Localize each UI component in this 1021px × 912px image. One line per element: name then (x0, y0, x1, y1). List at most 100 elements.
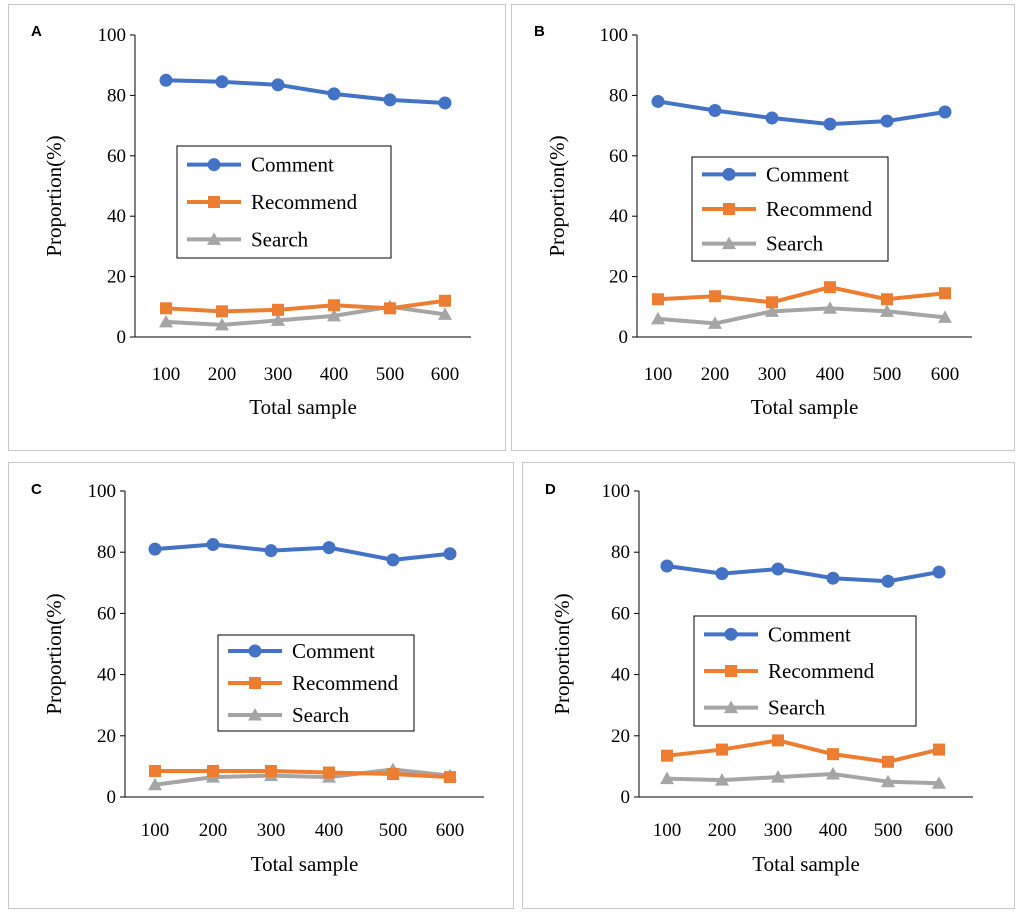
comment-point (938, 105, 952, 119)
y-tick-label: 0 (621, 787, 631, 808)
recommend-point (265, 764, 277, 777)
x-tick-label: 500 (376, 364, 405, 385)
y-tick-label: 20 (611, 726, 630, 747)
recommend-point (939, 287, 951, 300)
comment-point (271, 78, 285, 92)
series-search (651, 301, 952, 329)
y-tick-label: 100 (98, 25, 127, 46)
legend: Comment Recommend Search (217, 634, 415, 732)
legend-label: Comment (292, 639, 375, 663)
y-tick-label: 80 (611, 542, 630, 563)
x-tick-label: 100 (152, 364, 181, 385)
legend-label: Recommend (251, 190, 358, 214)
x-tick-label: 500 (874, 820, 903, 841)
comment-point (248, 644, 262, 658)
series-search (660, 767, 946, 789)
search-point (771, 770, 785, 783)
x-tick-label: 400 (819, 820, 848, 841)
search-point (159, 314, 173, 328)
x-tick-label: 100 (653, 820, 682, 841)
recommend-point (216, 305, 228, 318)
recommend-point (709, 290, 721, 303)
y-tick-label: 40 (97, 665, 116, 686)
x-tick-label: 400 (816, 364, 845, 385)
comment-point (327, 87, 341, 101)
recommend-point (772, 734, 784, 747)
comment-point (708, 104, 722, 117)
search-point (651, 311, 665, 325)
search-point (207, 232, 221, 245)
comment-point (722, 167, 736, 181)
legend-label: Comment (768, 622, 851, 646)
legend-label: Comment (766, 162, 849, 186)
legend-label: Recommend (768, 659, 875, 683)
recommend-line (165, 298, 446, 314)
recommend-point (160, 302, 172, 315)
recommend-point (439, 294, 451, 307)
x-tick-label: 600 (931, 364, 960, 385)
comment-point (215, 75, 229, 89)
search-point (715, 773, 729, 786)
search-point (880, 304, 894, 317)
x-tick-label: 300 (764, 820, 793, 841)
panel-b: B 0 20 40 60 80 100 100 200 300 400 500 600 Total sa… (511, 4, 1015, 451)
comment-point (881, 574, 895, 588)
y-tick-label: 40 (609, 206, 628, 227)
recommend-point (149, 764, 161, 777)
comment-point (386, 553, 400, 567)
comment-point (159, 73, 173, 87)
y-tick-label: 40 (611, 665, 630, 686)
panel-label: A (31, 23, 42, 40)
search-point (248, 708, 262, 721)
panel-d: D 0 20 40 60 80 100 100 200 300 400 500 600 Total sa… (522, 462, 1015, 909)
recommend-point (272, 303, 284, 316)
panel-label: B (534, 23, 545, 40)
y-tick-label: 0 (117, 327, 127, 348)
legend-label: Recommend (766, 197, 873, 221)
y-tick-label: 80 (609, 85, 628, 106)
x-axis-title: Total sample (249, 395, 357, 419)
comment-point (651, 94, 665, 108)
x-tick-label: 600 (436, 820, 465, 841)
x-tick-label: 500 (873, 364, 902, 385)
chart-d: 0 20 40 60 80 100 100 200 300 400 500 600 Total samp… (550, 481, 973, 876)
y-tick-label: 100 (88, 481, 117, 502)
x-tick-label: 400 (320, 364, 349, 385)
recommend-point (444, 771, 456, 784)
comment-point (438, 96, 452, 110)
search-point (271, 313, 285, 326)
y-tick-label: 20 (97, 726, 116, 747)
x-tick-label: 300 (758, 364, 787, 385)
search-line (666, 772, 940, 786)
comment-line (165, 78, 446, 105)
series-recommend (661, 734, 945, 768)
search-point (932, 776, 946, 789)
search-point (722, 236, 736, 250)
recommend-point (323, 766, 335, 779)
y-tick-label: 0 (619, 327, 629, 348)
series-comment (651, 94, 952, 131)
search-point (765, 304, 779, 317)
comment-point (264, 544, 278, 558)
y-tick-label: 0 (107, 787, 117, 808)
comment-point (826, 571, 840, 585)
recommend-point (249, 677, 261, 689)
comment-point (823, 117, 837, 131)
search-line (154, 767, 451, 787)
comment-point (206, 538, 220, 552)
recommend-point (328, 299, 340, 312)
comment-line (666, 563, 940, 584)
x-tick-label: 200 (701, 364, 730, 385)
y-axis-title: Proportion(%) (545, 135, 569, 256)
search-point (148, 777, 162, 791)
recommend-line (155, 768, 451, 780)
recommend-point (766, 296, 778, 309)
y-axis-title: Proportion(%) (42, 593, 66, 714)
comment-point (880, 114, 894, 128)
recommend-point (387, 768, 399, 781)
search-point (660, 771, 674, 785)
y-tick-label: 100 (600, 25, 629, 46)
search-point (823, 301, 837, 314)
comment-point (771, 562, 785, 576)
legend-label: Search (251, 227, 309, 251)
